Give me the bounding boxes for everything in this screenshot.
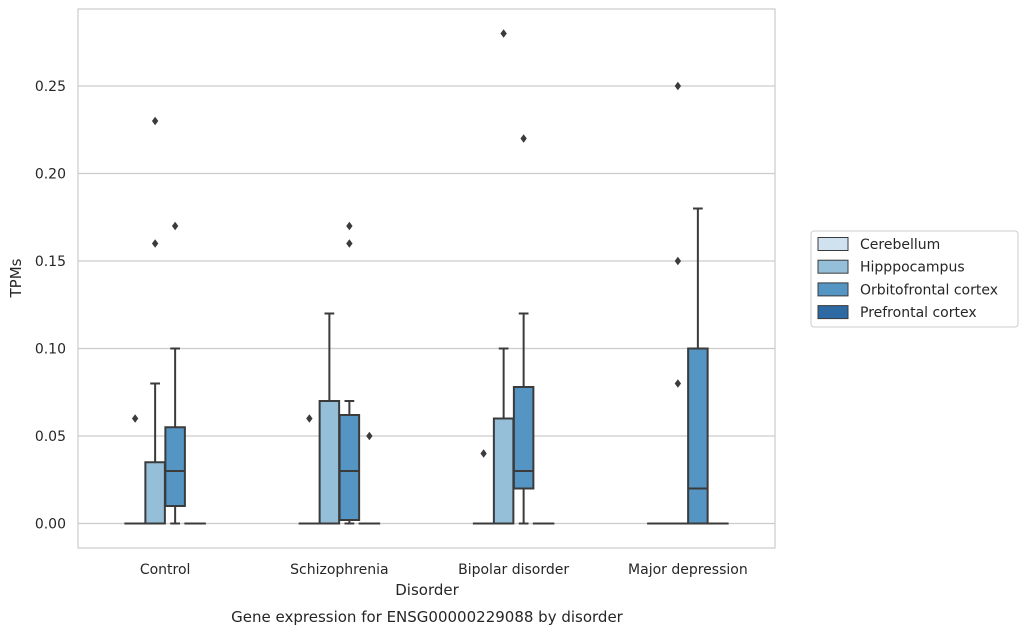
legend-label: Hipppocampus [860,260,965,276]
y-tick-label: 0.20 [35,167,66,183]
box-iqr [494,419,514,524]
box-iqr [514,387,534,489]
x-axis-label: Disorder [395,581,459,599]
y-tick-label: 0.00 [35,517,66,533]
chart-caption: Gene expression for ENSG00000229088 by d… [231,608,624,626]
y-tick-label: 0.25 [35,79,66,95]
box-iqr [340,415,360,520]
legend: Cerebellum Hipppocampus Orbitofrontal cort… [811,231,1018,327]
legend-swatch [818,238,848,251]
x-tick-label: Bipolar disorder [458,562,569,578]
x-tick-label: Schizophrenia [290,562,388,578]
y-tick-label: 0.05 [35,429,66,445]
box-iqr [165,427,185,506]
box-iqr [320,401,340,524]
legend-label: Cerebellum [860,237,940,253]
y-axis-label: TPMs [7,258,25,298]
y-tick-label: 0.15 [35,254,66,270]
legend-swatch [818,260,848,273]
legend-swatch [818,283,848,296]
box-iqr [145,462,165,523]
x-tick-label: Control [140,562,191,578]
legend-label: Orbitofrontal cortex [860,282,998,298]
x-tick-label: Major depression [628,562,748,578]
legend-swatch [818,306,848,319]
y-tick-label: 0.10 [35,342,66,358]
legend-label: Prefrontal cortex [860,305,977,321]
box-iqr [688,349,708,524]
